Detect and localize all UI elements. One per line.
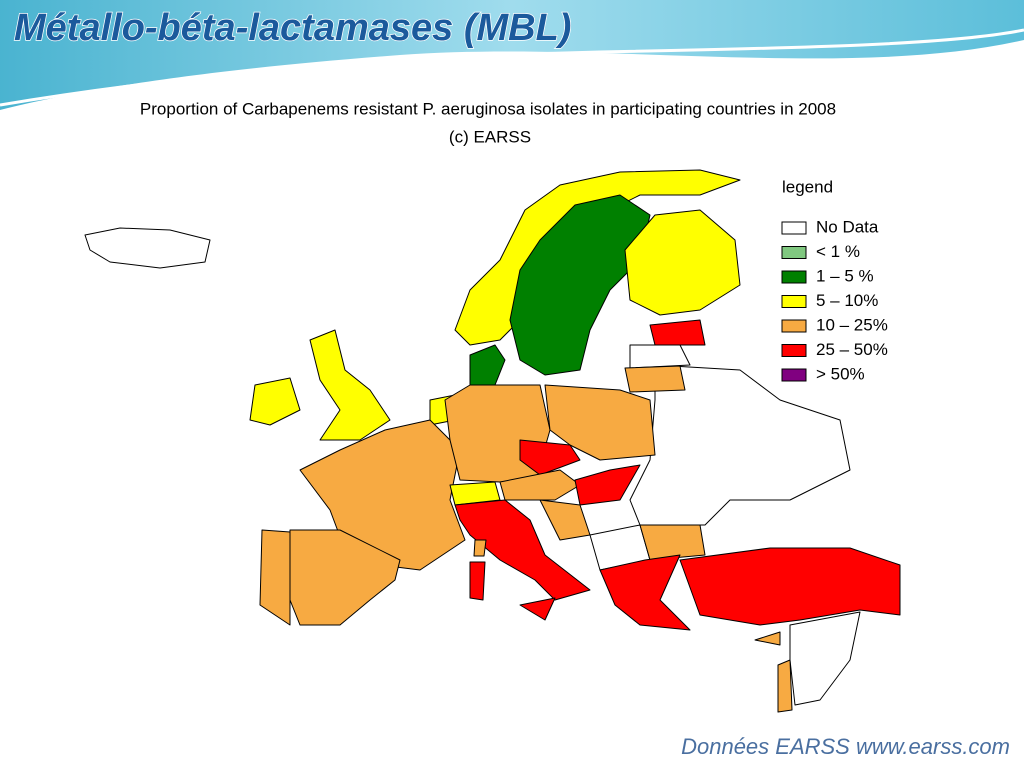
corsica [473, 539, 487, 557]
slide-footer: Données EARSS www.earss.com [681, 734, 1010, 759]
spain [289, 529, 401, 626]
legend-swatch [781, 344, 807, 357]
israel [777, 659, 793, 713]
slide-title: Métallo-béta-lactamases (MBL) [14, 7, 571, 49]
cyprus [754, 631, 781, 646]
legend-swatch [781, 368, 807, 382]
lithuania [624, 365, 686, 393]
italy [454, 499, 591, 601]
header-swoosh-line [0, 28, 1024, 107]
poland [544, 384, 656, 461]
legend-label: No Data [816, 217, 879, 236]
hungary [574, 464, 641, 506]
legend: No Data < 1 % 1 – 5 % 5 – 10% 10 – 25% 25 – 5… [781, 217, 888, 383]
bulgaria [639, 524, 706, 561]
czech-republic [519, 439, 581, 476]
ireland [249, 377, 301, 426]
austria [499, 469, 581, 501]
croatia [539, 499, 591, 541]
middle-east [789, 611, 861, 706]
header-swoosh [0, 0, 1024, 110]
portugal [259, 529, 291, 626]
map-title: Proportion of Carbapenems resistant P. a… [140, 99, 836, 118]
greece [599, 554, 691, 631]
eastern-europe [629, 364, 851, 526]
legend-label: 25 – 50% [816, 340, 888, 359]
baltics [629, 344, 691, 369]
map-subtitle: (c) EARSS [449, 127, 531, 146]
legend-label: 5 – 10% [816, 291, 878, 310]
legend-title: legend [782, 177, 833, 196]
legend-label: 1 – 5 % [816, 266, 874, 285]
finland [624, 209, 741, 316]
legend-swatch [781, 270, 807, 284]
iceland [84, 227, 211, 269]
sicily [519, 597, 556, 621]
estonia [649, 319, 706, 346]
sweden [509, 194, 651, 376]
country-shapes [84, 169, 901, 713]
legend-label: 10 – 25% [816, 315, 888, 334]
denmark [469, 344, 506, 386]
legend-label: > 50% [816, 364, 865, 383]
legend-swatch [781, 319, 807, 333]
legend-swatch [781, 246, 807, 259]
legend-swatch [781, 221, 807, 235]
legend-label: < 1 % [816, 242, 860, 261]
turkey [679, 547, 901, 626]
legend-swatch [781, 295, 807, 308]
united-kingdom [309, 329, 391, 441]
sardinia [469, 561, 486, 601]
